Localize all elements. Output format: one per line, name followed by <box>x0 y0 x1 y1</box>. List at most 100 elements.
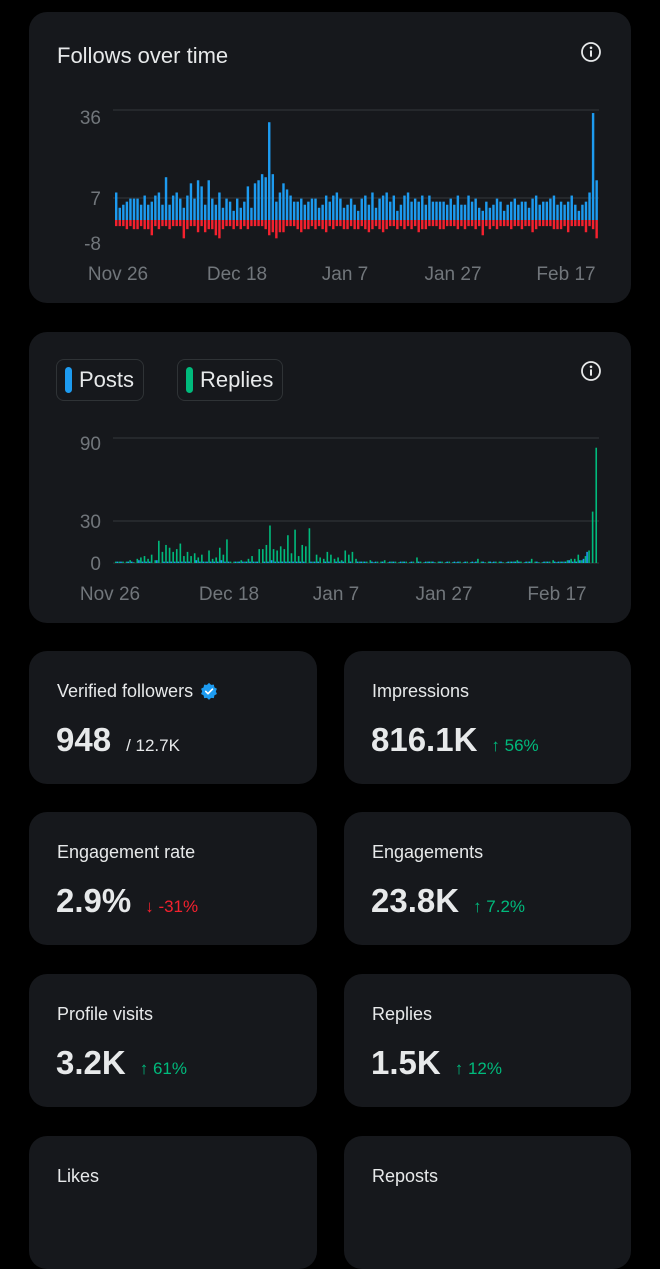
follows-bar <box>246 186 250 220</box>
posts-bar <box>141 561 144 563</box>
unfollows-bar <box>321 220 324 230</box>
unfollows-bar <box>118 220 121 227</box>
follows-bar <box>364 195 367 220</box>
x-tick-label: Jan 27 <box>424 264 481 285</box>
posts-bar <box>417 561 420 563</box>
posts-bar <box>557 561 560 563</box>
unfollows-bar <box>381 220 385 233</box>
stat-value: 23.8K <box>371 882 460 919</box>
info-circle-icon[interactable] <box>580 360 602 382</box>
posts-bar <box>510 561 513 563</box>
follows-bar <box>456 195 460 220</box>
stat-card-likes[interactable]: Likes <box>29 1136 317 1269</box>
posts-bar <box>213 561 216 563</box>
stat-card-engagement-rate[interactable]: Engagement rate 2.9% ↓ -31% <box>29 812 317 945</box>
follows-bar <box>506 204 509 220</box>
replies-bar <box>122 561 124 563</box>
stat-label: Engagements <box>372 842 484 862</box>
replies-bar <box>484 562 486 563</box>
follows-bar <box>228 201 232 220</box>
replies-bar <box>301 544 304 563</box>
posts-bar <box>173 561 176 563</box>
posts-bar <box>270 560 273 563</box>
unfollows-bar <box>125 220 129 230</box>
y-tick-label: 36 <box>80 108 101 129</box>
follows-bar <box>236 198 239 220</box>
replies-bar <box>358 561 361 563</box>
legend-replies-chip[interactable]: Replies <box>177 359 284 401</box>
unfollows-bar <box>300 220 303 233</box>
unfollows-bar <box>264 220 267 230</box>
unfollows-bar <box>303 220 307 230</box>
unfollows-bar <box>154 220 157 227</box>
unfollows-bar <box>136 220 139 230</box>
stat-value: 1.5K <box>371 1044 441 1081</box>
posts-bar <box>528 561 531 563</box>
replies-bar <box>204 561 207 563</box>
replies-bar <box>118 561 121 563</box>
posts-bar <box>514 561 517 563</box>
stat-card-profile-visits[interactable]: Profile visits 3.2K ↑ 61% <box>29 974 317 1107</box>
replies-bar <box>115 561 117 563</box>
follows-bar <box>232 210 235 220</box>
replies-bar <box>588 550 590 563</box>
posts-bar <box>310 561 312 563</box>
follows-bar <box>317 207 321 220</box>
stat-card-impressions[interactable]: Impressions 816.1K ↑ 56% <box>344 651 631 784</box>
unfollows-bar <box>225 220 228 227</box>
follows-bar <box>421 195 424 220</box>
replies-bar <box>444 562 447 563</box>
stat-card-verified-followers[interactable]: Verified followers 948 / 12.7K <box>29 651 317 784</box>
stat-card-reposts[interactable]: Reposts <box>344 1136 631 1269</box>
follows-bar <box>221 207 225 220</box>
unfollows-bar <box>257 220 260 227</box>
stat-card-engagements[interactable]: Engagements 23.8K ↑ 7.2% <box>344 812 631 945</box>
replies-bar <box>559 561 562 563</box>
replies-bar <box>401 561 404 563</box>
replies-bar <box>448 561 451 563</box>
follows-bar <box>307 201 310 220</box>
legend-posts-chip[interactable]: Posts <box>56 359 145 401</box>
unfollows-bar <box>282 220 285 233</box>
replies-bar <box>462 562 465 563</box>
posts-bar <box>267 561 269 563</box>
unfollows-bar <box>406 220 410 227</box>
follows-bar <box>125 201 129 220</box>
replies-bar <box>563 561 565 563</box>
unfollows-bar <box>591 220 595 230</box>
posts-bar <box>546 561 549 563</box>
follows-bar <box>495 198 499 220</box>
follows-bar <box>435 201 438 220</box>
stat-value: 816.1K <box>371 721 478 758</box>
follows-bar <box>203 204 207 220</box>
follows-bar <box>164 177 168 220</box>
stat-card-replies[interactable]: Replies 1.5K ↑ 12% <box>344 974 631 1107</box>
posts-bar <box>220 560 223 563</box>
info-circle-icon[interactable] <box>580 41 602 63</box>
replies-bar <box>495 561 497 563</box>
replies-bar <box>294 529 296 563</box>
replies-bar <box>240 560 243 563</box>
replies-bar <box>548 561 551 563</box>
unfollows-bar <box>431 220 435 227</box>
unfollows-bar <box>566 220 570 233</box>
unfollows-bar <box>445 220 449 227</box>
posts-bar <box>403 561 406 563</box>
replies-bar <box>477 558 479 563</box>
follows-bar <box>374 207 378 220</box>
posts-bar <box>328 561 330 563</box>
replies-bar <box>498 561 501 563</box>
posts-bar <box>216 561 219 563</box>
follows-bar <box>552 195 556 220</box>
follows-bar <box>200 186 203 220</box>
y-tick-label: 30 <box>80 512 101 533</box>
replies-bar <box>154 560 157 563</box>
unfollows-bar <box>179 220 182 227</box>
posts-bar <box>238 561 241 563</box>
follows-bar <box>524 201 527 220</box>
x-tick-label: Jan 7 <box>313 584 359 605</box>
replies-bar <box>150 554 153 563</box>
posts-bar <box>227 561 230 563</box>
replies-bar <box>469 562 472 563</box>
unfollows-bar <box>193 220 196 227</box>
